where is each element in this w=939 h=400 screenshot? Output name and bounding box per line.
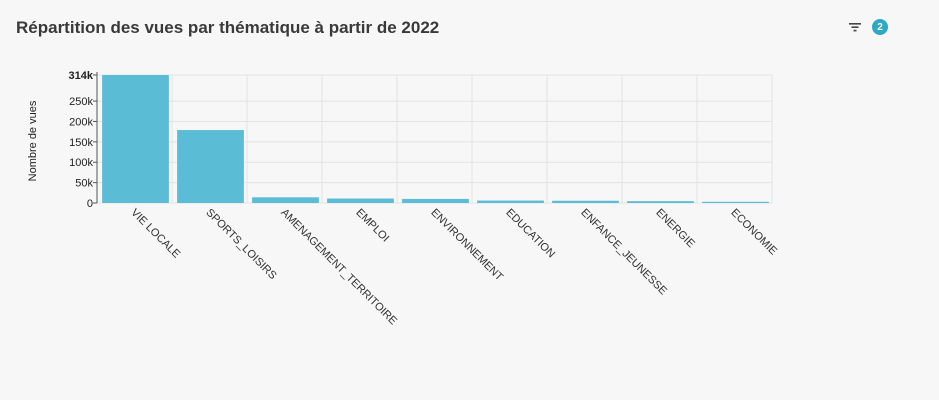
- y-tick-label: 250k: [69, 96, 93, 108]
- x-tick-label: ENERGIE: [653, 207, 696, 250]
- x-tick-label: EMPLOI: [353, 207, 391, 245]
- bar[interactable]: [627, 201, 694, 203]
- y-tick-label: 50k: [75, 178, 93, 190]
- x-tick-label: ENFANCE_JEUNESSE: [578, 207, 669, 298]
- y-tick-label: 150k: [69, 137, 93, 149]
- bar[interactable]: [252, 197, 319, 203]
- y-tick-label: 100k: [69, 157, 93, 169]
- y-tick-label: 314k: [69, 70, 94, 82]
- y-tick-label: 0: [87, 198, 93, 210]
- bar-series: [102, 75, 769, 203]
- x-tick-label: SPORTS_LOISIRS: [203, 207, 278, 282]
- y-tick-label: 200k: [69, 116, 93, 128]
- x-tick-label: VIE LOCALE: [128, 207, 182, 261]
- y-axis-label: Nombre de vues: [27, 100, 39, 181]
- x-axis: VIE LOCALE SPORTS_LOISIRS AMENAGEMENT_TERR…: [128, 207, 779, 328]
- bar[interactable]: [327, 198, 394, 203]
- x-tick-label: EDUCATION: [503, 207, 557, 261]
- filter-count-badge[interactable]: 2: [872, 19, 888, 35]
- bar[interactable]: [702, 201, 769, 203]
- x-tick-label: ECONOMIE: [728, 207, 779, 258]
- filter-icon[interactable]: [846, 18, 864, 36]
- x-tick-label: ENVIRONNEMENT: [428, 207, 505, 284]
- filter-control[interactable]: 2: [846, 18, 888, 36]
- y-axis: 0 50k 100k 150k 200k 250k 314k: [69, 70, 98, 210]
- bar[interactable]: [102, 75, 169, 203]
- bar[interactable]: [477, 200, 544, 203]
- bar[interactable]: [177, 130, 244, 203]
- bar[interactable]: [402, 198, 469, 203]
- bar[interactable]: [552, 200, 619, 203]
- chart-title: Répartition des vues par thématique à pa…: [16, 18, 440, 37]
